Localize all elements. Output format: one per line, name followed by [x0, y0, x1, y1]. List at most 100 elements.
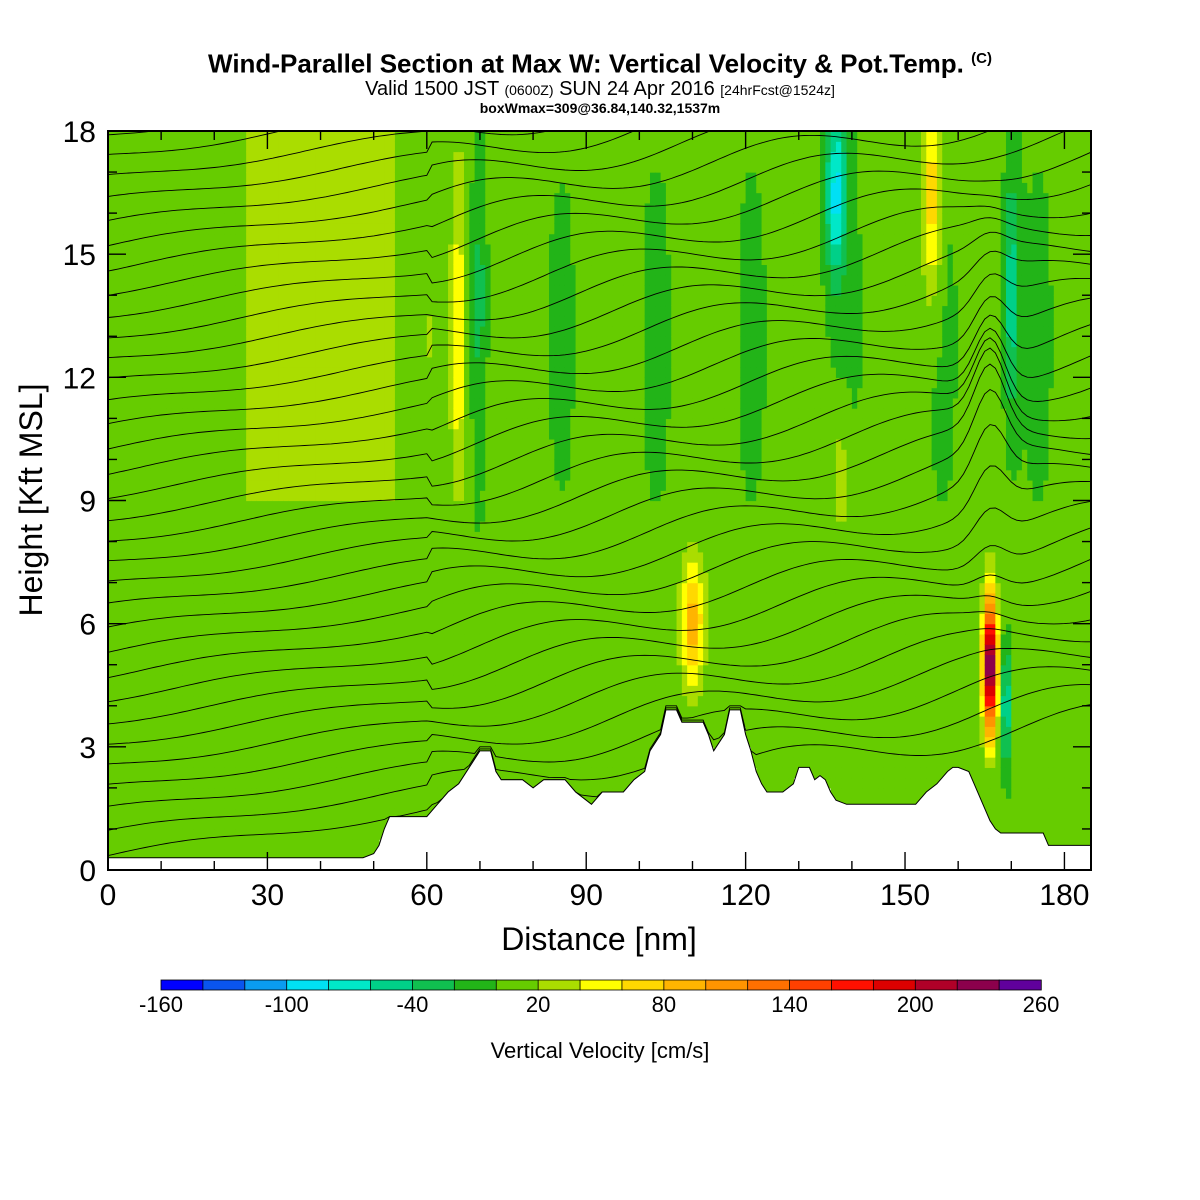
velocity-cell: [123, 510, 130, 522]
velocity-cell: [108, 315, 114, 327]
velocity-cell: [363, 623, 369, 635]
velocity-cell: [432, 695, 439, 707]
velocity-cell: [155, 408, 162, 419]
velocity-cell: [171, 449, 178, 461]
velocity-cell: [203, 746, 210, 758]
velocity-cell: [474, 336, 481, 348]
velocity-cell: [166, 685, 173, 697]
velocity-cell: [139, 356, 146, 368]
velocity-cell: [453, 356, 460, 368]
velocity-cell: [171, 459, 178, 471]
velocity-cell: [304, 387, 311, 399]
velocity-cell: [288, 243, 295, 255]
velocity-cell: [400, 295, 407, 307]
velocity-cell: [246, 664, 253, 676]
velocity-cell: [198, 674, 205, 686]
velocity-cell: [129, 397, 136, 409]
velocity-cell: [437, 151, 444, 163]
velocity-cell: [405, 161, 412, 173]
velocity-cell: [325, 387, 332, 399]
velocity-cell: [230, 356, 237, 368]
velocity-cell: [368, 233, 375, 245]
velocity-cell: [182, 818, 189, 830]
velocity-cell: [171, 572, 178, 584]
velocity-cell: [224, 141, 231, 153]
velocity-cell: [208, 849, 215, 861]
velocity-cell: [426, 131, 433, 142]
velocity-cell: [426, 685, 433, 697]
velocity-cell: [293, 459, 300, 471]
velocity-cell: [224, 633, 231, 645]
velocity-cell: [198, 254, 205, 266]
velocity-cell: [341, 397, 348, 409]
velocity-cell: [198, 849, 205, 861]
velocity-cell: [177, 644, 183, 656]
velocity-cell: [320, 428, 327, 440]
velocity-cell: [240, 243, 247, 255]
velocity-cell: [262, 449, 268, 461]
velocity-cell: [240, 336, 247, 348]
velocity-cell: [474, 510, 481, 522]
velocity-cell: [410, 459, 417, 471]
velocity-cell: [193, 705, 199, 717]
velocity-cell: [224, 161, 231, 173]
velocity-cell: [389, 510, 396, 522]
velocity-cell: [214, 131, 221, 142]
velocity-cell: [145, 428, 152, 440]
velocity-cell: [442, 490, 449, 502]
velocity-cell: [224, 716, 231, 727]
velocity-cell: [230, 510, 237, 522]
velocity-cell: [479, 674, 486, 686]
velocity-cell: [341, 757, 348, 768]
velocity-cell: [224, 674, 231, 686]
velocity-cell: [373, 295, 380, 307]
velocity-cell: [208, 274, 215, 286]
velocity-cell: [485, 428, 492, 440]
velocity-cell: [161, 839, 168, 851]
velocity-cell: [187, 305, 194, 317]
velocity-cell: [256, 633, 263, 645]
velocity-cell: [437, 777, 444, 789]
velocity-cell: [347, 131, 354, 142]
velocity-cell: [341, 367, 348, 378]
velocity-cell: [293, 644, 300, 656]
velocity-cell: [166, 818, 173, 830]
velocity-cell: [256, 644, 263, 656]
velocity-cell: [139, 223, 146, 235]
velocity-cell: [363, 839, 369, 851]
velocity-cell: [464, 274, 470, 286]
velocity-cell: [347, 798, 354, 810]
velocity-cell: [161, 633, 168, 645]
velocity-cell: [384, 777, 391, 789]
velocity-cell: [283, 623, 290, 635]
velocity-cell: [304, 644, 311, 656]
velocity-cell: [410, 685, 417, 697]
velocity-cell: [304, 623, 311, 635]
velocity-cell: [177, 346, 183, 358]
velocity-cell: [161, 428, 168, 440]
velocity-cell: [320, 367, 327, 378]
velocity-cell: [357, 828, 364, 840]
velocity-cell: [479, 705, 486, 717]
velocity-cell: [474, 295, 481, 307]
velocity-cell: [485, 274, 492, 286]
velocity-cell: [240, 674, 247, 686]
velocity-cell: [139, 202, 146, 214]
velocity-cell: [304, 500, 311, 512]
velocity-cell: [230, 408, 237, 419]
velocity-cell: [352, 757, 359, 768]
velocity-cell: [389, 346, 396, 358]
velocity-cell: [118, 438, 125, 450]
velocity-cell: [166, 674, 173, 686]
velocity-cell: [469, 233, 476, 245]
velocity-cell: [224, 346, 231, 358]
velocity-cell: [442, 264, 449, 276]
velocity-cell: [118, 849, 125, 861]
velocity-cell: [214, 172, 221, 183]
velocity-cell: [155, 726, 162, 738]
velocity-cell: [139, 213, 146, 224]
velocity-cell: [235, 603, 242, 614]
velocity-cell: [129, 449, 136, 461]
velocity-cell: [331, 428, 338, 440]
velocity-cell: [410, 428, 417, 440]
